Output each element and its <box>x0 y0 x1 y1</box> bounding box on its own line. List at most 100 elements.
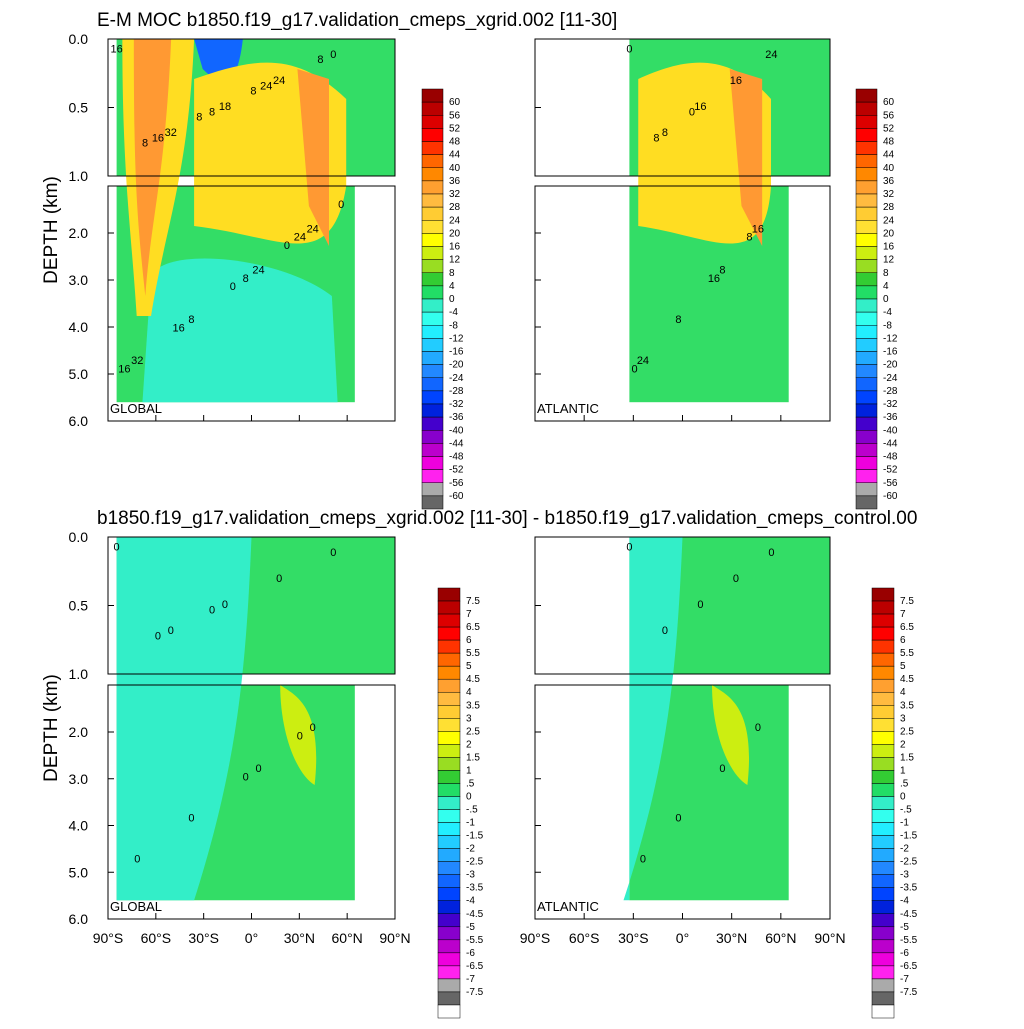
colorbar-label: 3.5 <box>466 700 480 711</box>
colorbar-box <box>871 965 895 980</box>
colorbar-box <box>855 101 878 116</box>
colorbar-label: 5.5 <box>900 648 914 659</box>
colorbar-box <box>871 822 895 836</box>
colorbar-box <box>871 913 895 928</box>
colorbar-label: 6 <box>466 635 472 646</box>
colorbar-label: 20 <box>449 228 461 239</box>
colorbar-box <box>855 246 878 260</box>
colorbar-box <box>871 887 895 901</box>
y-tick-label: 6.0 <box>69 911 89 927</box>
ylabel-top: DEPTH (km) <box>41 176 62 284</box>
colorbar-box <box>421 351 444 365</box>
colorbar-box <box>871 835 895 849</box>
colorbar-box <box>871 613 895 628</box>
colorbar-label: -36 <box>449 412 464 423</box>
colorbar-box <box>421 128 444 142</box>
colorbar-box <box>855 325 878 339</box>
colorbar-label: 60 <box>449 97 461 108</box>
colorbar-label: -16 <box>883 347 898 358</box>
colorbar-box <box>421 246 444 260</box>
y-tick-label: 5.0 <box>69 864 89 880</box>
colorbar-bottom-right: 7.576.565.554.543.532.521.51.50-.5-1-1.5… <box>871 587 918 1019</box>
y-tick-label: 0.0 <box>69 529 89 545</box>
colorbar-box <box>871 600 895 615</box>
x-tick-label: 0° <box>245 930 258 946</box>
colorbar-box <box>421 285 444 300</box>
colorbar-label: -5.5 <box>466 935 484 946</box>
contour-label: 0 <box>631 363 637 375</box>
colorbar-label: 60 <box>883 97 895 108</box>
colorbar-box <box>871 939 895 954</box>
contour-label: 8 <box>653 132 659 144</box>
colorbar-box <box>871 952 895 967</box>
colorbar-bottom-left: 7.576.565.554.543.532.521.51.50-.5-1-1.5… <box>437 587 484 1019</box>
colorbar-box <box>855 206 878 221</box>
colorbar-label: 1 <box>900 765 906 776</box>
colorbar-box <box>437 652 461 667</box>
contour-label: 0 <box>188 812 194 824</box>
contour-label: 16 <box>708 273 720 285</box>
colorbar-label: -12 <box>883 333 898 344</box>
colorbar-box <box>437 939 461 954</box>
x-tick-label: 60°N <box>765 930 796 946</box>
colorbar-label: -4.5 <box>900 909 918 920</box>
colorbar-box <box>871 809 895 823</box>
colorbar-label: 24 <box>449 215 461 226</box>
colorbar-label: 5.5 <box>466 648 480 659</box>
contour-label: 0 <box>168 625 174 637</box>
colorbar-box <box>855 167 878 182</box>
colorbar-label: -8 <box>449 320 458 331</box>
colorbar-box <box>871 639 895 654</box>
colorbar-box <box>871 678 895 693</box>
colorbar-label: 56 <box>449 110 461 121</box>
colorbar-label: 16 <box>449 242 461 253</box>
contour-label: 0 <box>719 763 725 775</box>
colorbar-label: 32 <box>883 189 895 200</box>
colorbar-label: 4 <box>883 281 889 292</box>
colorbar-label: -60 <box>449 491 464 502</box>
contour-label: 8 <box>188 314 194 326</box>
colorbar-box <box>437 757 461 771</box>
colorbar-label: -.5 <box>900 805 912 816</box>
colorbar-label: 4.5 <box>466 674 480 685</box>
colorbar-box <box>871 783 895 797</box>
contour-label: 0 <box>330 547 336 559</box>
colorbar-box <box>871 848 895 862</box>
colorbar-box <box>855 416 878 431</box>
contour-label: 0 <box>675 812 681 824</box>
colorbar-label: -12 <box>449 333 464 344</box>
colorbar-label: 44 <box>883 150 895 161</box>
colorbar-label: 1.5 <box>900 752 914 763</box>
colorbar-label: -5 <box>466 922 475 933</box>
colorbar-label: 1 <box>466 765 472 776</box>
colorbar-label: -4.5 <box>466 909 484 920</box>
colorbar-label: -40 <box>883 425 898 436</box>
contour-label: 32 <box>165 127 177 139</box>
colorbar-box <box>871 626 895 641</box>
colorbar-label: -32 <box>449 399 464 410</box>
colorbar-box <box>421 272 444 287</box>
colorbar-label: -48 <box>883 452 898 463</box>
diff-neg-region <box>623 537 683 901</box>
contour-label: 8 <box>209 106 215 118</box>
colorbar-box <box>855 403 878 418</box>
colorbar-label: -28 <box>883 386 898 397</box>
colorbar-label: -4 <box>466 896 475 907</box>
contour-label: 0 <box>689 106 695 118</box>
colorbar-label: 0 <box>883 294 889 305</box>
y-tick-label: 2.0 <box>69 225 89 241</box>
colorbar-label: -32 <box>883 399 898 410</box>
y-tick-label: 5.0 <box>69 366 89 382</box>
y-tick-label: 0.5 <box>69 598 89 614</box>
colorbar-label: 6.5 <box>466 622 480 633</box>
colorbar-box <box>855 115 878 129</box>
colorbar-label: -44 <box>449 438 464 449</box>
colorbar-box <box>437 731 461 745</box>
colorbar-box <box>437 665 461 680</box>
colorbar-label: -8 <box>883 320 892 331</box>
colorbar-label: -5.5 <box>900 935 918 946</box>
colorbar-box <box>855 364 878 378</box>
colorbar-label: 20 <box>883 228 895 239</box>
y-tick-label: 0.0 <box>69 31 89 47</box>
colorbar-box <box>871 718 895 732</box>
